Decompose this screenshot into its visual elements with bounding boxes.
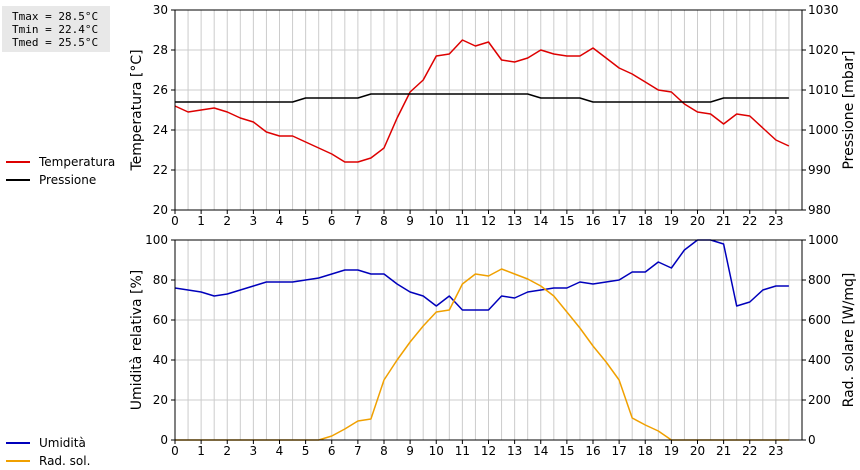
legend-swatch-pressure xyxy=(6,179,30,181)
y-tick-label-right: 1010 xyxy=(808,83,839,97)
legend-label-pressure: Pressione xyxy=(39,173,97,187)
y-tick-label-left: 22 xyxy=(153,163,168,177)
x-tick-label: 0 xyxy=(171,444,179,458)
y-tick-label-left: 28 xyxy=(153,43,168,57)
x-tick-label: 23 xyxy=(768,214,783,228)
y-tick-label-left: 100 xyxy=(145,233,168,247)
x-tick-label: 13 xyxy=(507,214,522,228)
x-tick-label: 5 xyxy=(302,214,310,228)
y-tick-label-left: 0 xyxy=(160,433,168,447)
legend-swatch-temperature xyxy=(6,161,30,163)
y-axis-label-left: Temperatura [°C] xyxy=(129,49,145,171)
x-tick-label: 3 xyxy=(250,444,258,458)
y-tick-label-left: 30 xyxy=(153,3,168,17)
x-tick-label: 22 xyxy=(742,214,757,228)
x-tick-label: 20 xyxy=(690,214,705,228)
x-tick-label: 19 xyxy=(664,444,679,458)
y-tick-label-left: 60 xyxy=(153,313,168,327)
x-tick-label: 11 xyxy=(455,444,470,458)
series-line-temperatura xyxy=(174,39,790,163)
x-tick-label: 5 xyxy=(302,444,310,458)
x-tick-label: 19 xyxy=(664,214,679,228)
legend-label-temperature: Temperatura xyxy=(39,155,116,169)
x-tick-label: 16 xyxy=(585,444,600,458)
y-tick-label-left: 24 xyxy=(153,123,168,137)
y-tick-label-right: 1030 xyxy=(808,3,839,17)
series-line-rad-sol- xyxy=(175,268,789,441)
tmin-label: Tmin = 22.4°C xyxy=(12,23,99,36)
y-tick-label-left: 80 xyxy=(153,273,168,287)
y-tick-label-right: 200 xyxy=(808,393,831,407)
x-tick-label: 4 xyxy=(276,214,284,228)
x-tick-label: 16 xyxy=(585,214,600,228)
x-tick-label: 10 xyxy=(429,214,444,228)
x-tick-label: 6 xyxy=(328,444,336,458)
y-tick-label-right: 1020 xyxy=(808,43,839,57)
y-tick-label-left: 26 xyxy=(153,83,168,97)
x-tick-label: 22 xyxy=(742,444,757,458)
x-tick-label: 21 xyxy=(716,214,731,228)
y-tick-label-right: 980 xyxy=(808,203,831,217)
series-line-pressione xyxy=(175,93,789,103)
y-tick-label-right: 600 xyxy=(808,313,831,327)
x-tick-label: 21 xyxy=(716,444,731,458)
x-tick-label: 11 xyxy=(455,214,470,228)
legend-item-humidity: Umidità xyxy=(6,434,90,452)
y-tick-label-right: 0 xyxy=(808,433,816,447)
x-tick-label: 18 xyxy=(638,214,653,228)
x-tick-label: 14 xyxy=(533,214,548,228)
y-tick-label-right: 1000 xyxy=(808,233,839,247)
x-tick-label: 2 xyxy=(223,214,231,228)
x-tick-label: 9 xyxy=(406,214,414,228)
tmax-label: Tmax = 28.5°C xyxy=(12,10,99,23)
x-tick-label: 18 xyxy=(638,444,653,458)
y-tick-label-right: 990 xyxy=(808,163,831,177)
y-tick-label-right: 1000 xyxy=(808,123,839,137)
x-tick-label: 15 xyxy=(559,214,574,228)
x-tick-label: 13 xyxy=(507,444,522,458)
x-tick-label: 7 xyxy=(354,214,362,228)
x-tick-label: 10 xyxy=(429,444,444,458)
y-tick-label-right: 400 xyxy=(808,353,831,367)
x-tick-label: 17 xyxy=(611,214,626,228)
tmed-label: Tmed = 25.5°C xyxy=(12,36,99,49)
y-tick-label-left: 20 xyxy=(153,393,168,407)
x-tick-label: 14 xyxy=(533,444,548,458)
charts-svg: 0 1 2 3 4 5 6 7 8 9 10 11 12 13 14 15 16 17 18 19 20 21 22 2320… xyxy=(129,3,857,458)
x-tick-label: 23 xyxy=(768,444,783,458)
x-tick-label: 7 xyxy=(354,444,362,458)
x-tick-label: 17 xyxy=(611,444,626,458)
x-tick-label: 8 xyxy=(380,214,388,228)
x-tick-label: 3 xyxy=(250,214,258,228)
y-axis-label-left: Umidità relativa [%] xyxy=(129,270,145,411)
x-tick-label: 6 xyxy=(328,214,336,228)
x-tick-label: 12 xyxy=(481,444,496,458)
x-tick-label: 20 xyxy=(690,444,705,458)
x-tick-label: 0 xyxy=(171,214,179,228)
legend-label-humidity: Umidità xyxy=(39,436,86,450)
legend-swatch-humidity xyxy=(6,442,30,444)
y-tick-label-left: 20 xyxy=(153,203,168,217)
x-tick-label: 4 xyxy=(276,444,284,458)
y-tick-label-left: 40 xyxy=(153,353,168,367)
legend-top: Temperatura Pressione xyxy=(6,153,115,189)
x-tick-label: 12 xyxy=(481,214,496,228)
x-tick-label: 8 xyxy=(380,444,388,458)
y-axis-label-right: Pressione [mbar] xyxy=(841,50,857,169)
x-tick-label: 2 xyxy=(223,444,231,458)
y-tick-label-right: 800 xyxy=(808,273,831,287)
x-tick-label: 1 xyxy=(197,444,205,458)
x-tick-label: 1 xyxy=(197,214,205,228)
legend-item-temperature: Temperatura xyxy=(6,153,115,171)
y-axis-label-right: Rad. solare [W/mq] xyxy=(841,273,857,408)
x-tick-label: 9 xyxy=(406,444,414,458)
legend-swatch-radiation xyxy=(6,460,30,462)
x-tick-label: 15 xyxy=(559,444,574,458)
stats-box: Tmax = 28.5°C Tmin = 22.4°C Tmed = 25.5°… xyxy=(2,6,110,52)
series-line-umidit- xyxy=(174,239,789,311)
legend-item-pressure: Pressione xyxy=(6,171,115,189)
